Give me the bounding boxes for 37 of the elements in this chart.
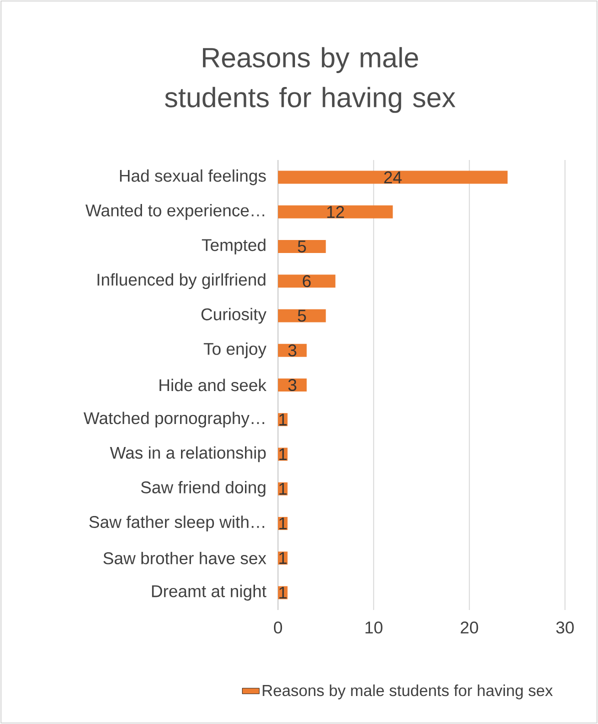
x-tick-label: 30 [556,622,574,634]
bar [278,170,508,184]
x-tick-label: 20 [460,622,478,634]
legend-label: Reasons by male students for having sex [262,684,553,700]
bar [278,309,326,322]
data-label: 6 [302,275,311,288]
y-tick-label: Was in a relationship [110,446,266,462]
bar [278,205,393,218]
data-label: 1 [279,448,287,460]
x-tick-label: 0 [274,622,282,634]
data-label: 5 [298,240,306,252]
data-label: 1 [279,518,287,530]
y-tick-label: Watched pornography… [84,412,264,428]
data-label: 1 [279,414,287,426]
y-tick-label: Influenced by girlfriend [98,273,266,290]
bar [278,274,336,288]
bar [278,240,326,254]
y-tick-label: Curiosity [201,308,266,324]
y-tick-label: Wanted to experience… [85,204,264,220]
y-tick-label: To enjoy [204,342,266,358]
y-tick-label: Saw brother have sex [103,552,266,564]
data-label: 3 [288,379,296,391]
y-tick-label: Saw friend doing [141,480,266,497]
data-label: 3 [288,344,296,356]
y-tick-label: Saw father sleep with… [89,516,264,532]
x-tick-label: 10 [366,622,382,634]
y-tick-label: Had sexual feelings [120,169,266,186]
data-label: 24 [384,171,402,184]
y-tick-label: Hide and seek [160,378,266,392]
data-label: 1 [279,483,287,495]
chart-title: Reasons by male students for having sex [165,47,456,113]
data-label: 1 [279,586,287,599]
y-tick-label: Dreamt at night [152,584,266,601]
data-label: 5 [298,310,306,322]
data-label: 1 [279,552,287,564]
y-tick-label: Tempted [202,238,266,254]
data-label: 12 [327,206,344,218]
